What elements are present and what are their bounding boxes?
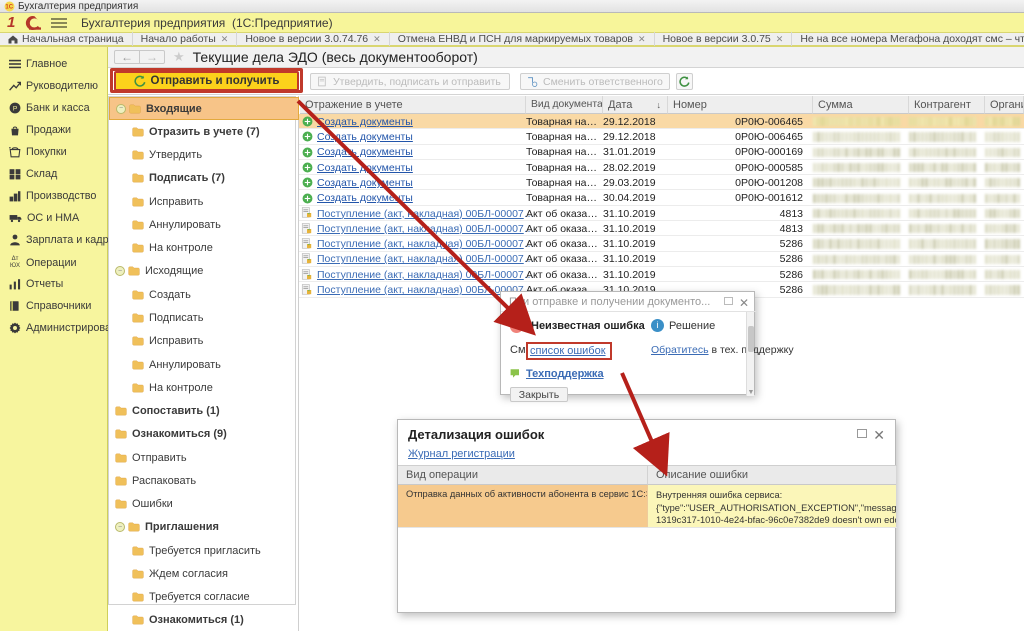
svg-text:P: P xyxy=(13,105,18,112)
svg-text:1C: 1C xyxy=(5,4,13,10)
svg-text:1: 1 xyxy=(7,14,15,31)
